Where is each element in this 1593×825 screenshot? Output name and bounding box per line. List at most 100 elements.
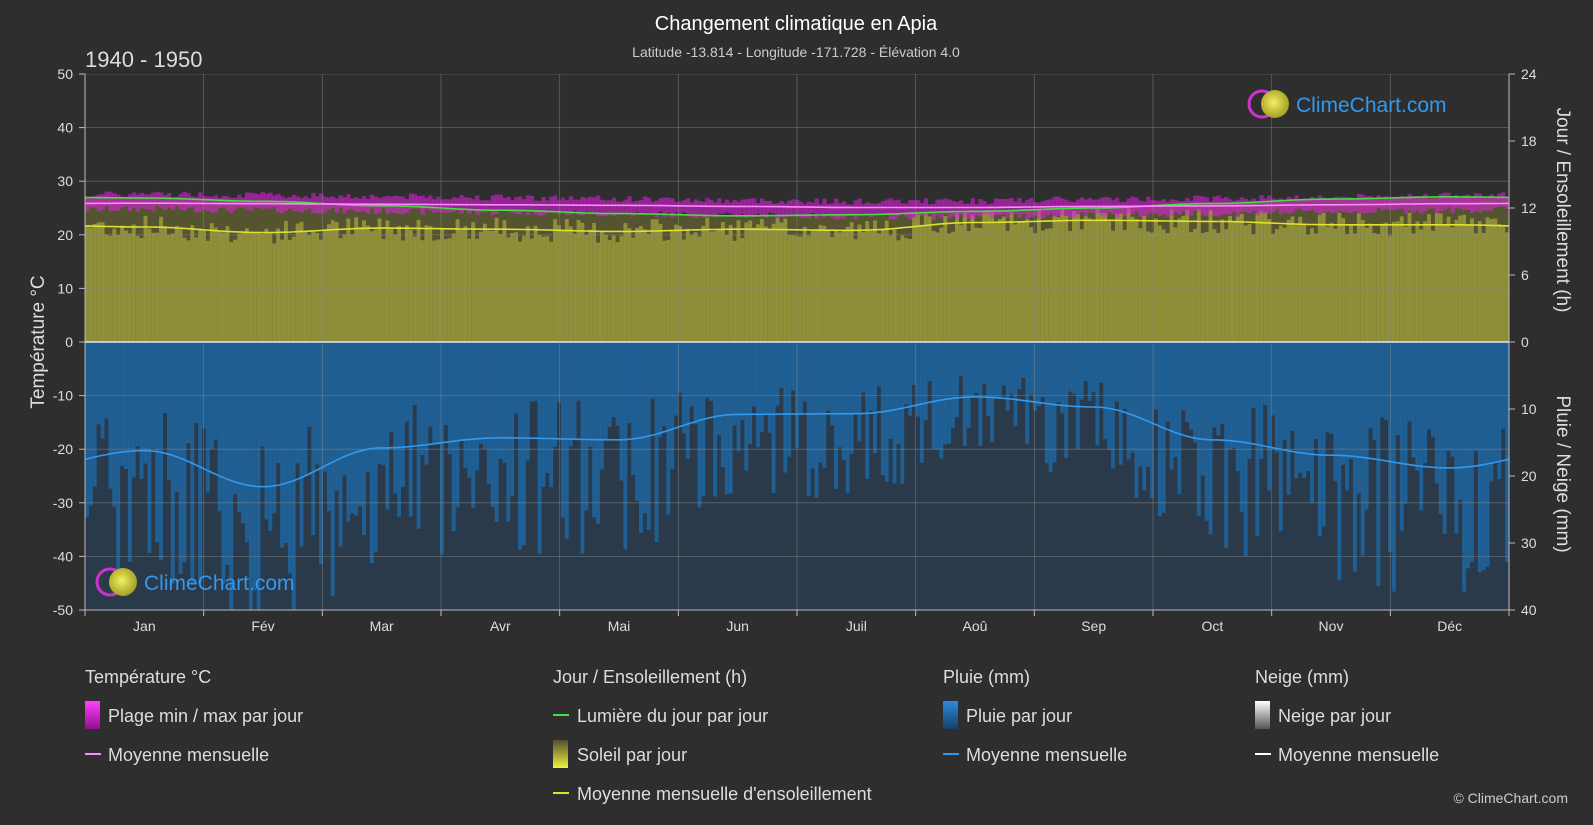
rain-day-bar xyxy=(599,342,605,470)
rain-day-bar xyxy=(923,342,929,421)
rain-day-bar xyxy=(283,342,289,544)
rain-day-bar xyxy=(798,342,804,414)
rain-day-bar xyxy=(631,342,636,476)
rain-bg-bar xyxy=(1044,342,1050,610)
rain-day-bar xyxy=(1091,342,1096,392)
rain-day-bar xyxy=(361,342,367,536)
axis-x-month-label: Jun xyxy=(726,618,749,634)
temp-range-day-bar xyxy=(826,203,831,215)
sunshine-day-bar xyxy=(693,232,698,342)
rain-day-bar xyxy=(315,342,320,465)
rain-bg-bar xyxy=(775,342,780,610)
sunshine-day-bar xyxy=(202,229,207,342)
sunshine-day-bar xyxy=(599,232,605,342)
rain-day-bar xyxy=(759,342,765,433)
sunshine-day-bar xyxy=(1224,229,1229,342)
sunshine-day-bar xyxy=(814,230,819,342)
rain-day-bar xyxy=(174,342,180,492)
rain-day-bar xyxy=(689,342,695,407)
axis-x-month-label: Oct xyxy=(1201,618,1223,634)
rain-bg-bar xyxy=(802,342,808,610)
rain-bg-bar xyxy=(853,342,858,610)
rain-bg-bar xyxy=(557,342,562,610)
sunshine-day-bar xyxy=(1161,229,1167,342)
rain-day-bar xyxy=(155,342,160,543)
sunshine-day-bar xyxy=(463,226,468,342)
rain-bg-bar xyxy=(720,342,726,610)
rain-day-bar xyxy=(514,342,519,414)
rain-bg-bar xyxy=(662,342,667,610)
temp-range-day-bar xyxy=(330,196,336,208)
sunshine-day-bar xyxy=(990,212,995,342)
rain-day-bar xyxy=(1005,342,1011,411)
sunshine-day-bar xyxy=(248,233,254,342)
rain-day-bar xyxy=(1384,342,1389,421)
rain-bg-bar xyxy=(576,342,581,610)
sunshine-day-bar xyxy=(615,241,620,342)
temp-range-day-bar xyxy=(1329,198,1334,214)
rain-bg-bar xyxy=(1138,342,1143,610)
rain-day-bar xyxy=(1177,342,1182,495)
rain-day-bar xyxy=(1423,342,1428,464)
rain-day-bar xyxy=(752,342,757,407)
rain-day-bar xyxy=(592,342,597,518)
rain-bg-bar xyxy=(908,342,913,610)
temp-range-day-bar xyxy=(1485,198,1490,212)
sunshine-day-bar xyxy=(1075,213,1081,342)
rain-day-bar xyxy=(974,342,979,394)
sunshine-day-bar xyxy=(1005,231,1011,342)
rain-bg-bar xyxy=(1036,342,1042,610)
rain-day-bar xyxy=(1192,342,1198,443)
rain-bg-bar xyxy=(533,342,538,610)
logo-bottom: ClimeChart.com xyxy=(95,567,295,597)
rain-day-bar xyxy=(1029,342,1034,395)
sunshine-day-bar xyxy=(252,232,258,342)
rain-bg-bar xyxy=(186,342,191,610)
rain-bg-bar xyxy=(135,342,141,610)
rain-bg-bar xyxy=(873,342,878,610)
sunshine-day-bar xyxy=(912,217,917,342)
rain-day-bar xyxy=(904,342,909,405)
sunshine-day-bar xyxy=(1469,218,1475,342)
temp-range-day-bar xyxy=(338,195,343,208)
temp-range-day-bar xyxy=(194,197,199,213)
sunshine-day-bar xyxy=(1286,219,1291,342)
temp-range-day-bar xyxy=(849,204,854,216)
temp-range-day-bar xyxy=(1044,199,1050,216)
sunshine-day-bar xyxy=(1189,232,1194,342)
sunshine-day-bar xyxy=(88,227,94,342)
rain-bg-bar xyxy=(759,342,765,610)
temp-range-day-bar xyxy=(174,196,180,207)
rain-day-bar xyxy=(732,342,737,426)
rain-bg-bar xyxy=(1349,342,1354,610)
temp-range-day-bar xyxy=(1079,197,1085,213)
rain-day-bar xyxy=(346,342,351,522)
sunshine-day-bar xyxy=(502,220,507,342)
temp-range-day-bar xyxy=(1278,198,1284,215)
temp-range-day-bar xyxy=(662,197,667,217)
temp-range-day-bar xyxy=(619,201,624,214)
sunshine-day-bar xyxy=(1044,228,1050,342)
rain-day-bar xyxy=(1126,342,1131,460)
rain-bg-bar xyxy=(1423,342,1428,610)
sunshine-day-bar xyxy=(986,211,991,342)
sunshine-day-bar xyxy=(857,224,862,342)
temp-range-day-bar xyxy=(689,202,695,218)
sunshine-day-bar xyxy=(955,213,960,342)
rain-bg-bar xyxy=(1181,342,1186,610)
sunshine-day-bar xyxy=(124,230,129,342)
rain-day-bar xyxy=(404,342,410,422)
rain-day-bar xyxy=(806,342,812,496)
axis-right-bottom-tick-label: 30 xyxy=(1521,535,1537,551)
rain-day-bar xyxy=(1333,342,1338,482)
sunshine-day-bar xyxy=(740,238,745,342)
sunshine-day-bar xyxy=(966,231,972,342)
rain-bg-bar xyxy=(658,342,663,610)
rain-day-bar xyxy=(1072,342,1077,394)
sunshine-day-bar xyxy=(1185,209,1190,342)
rain-day-bar xyxy=(85,342,90,517)
temp-range-day-bar xyxy=(229,197,234,213)
axis-right-top-tick-label: 12 xyxy=(1521,200,1537,216)
sunshine-day-bar xyxy=(1380,223,1385,342)
temp-range-day-bar xyxy=(529,195,535,211)
